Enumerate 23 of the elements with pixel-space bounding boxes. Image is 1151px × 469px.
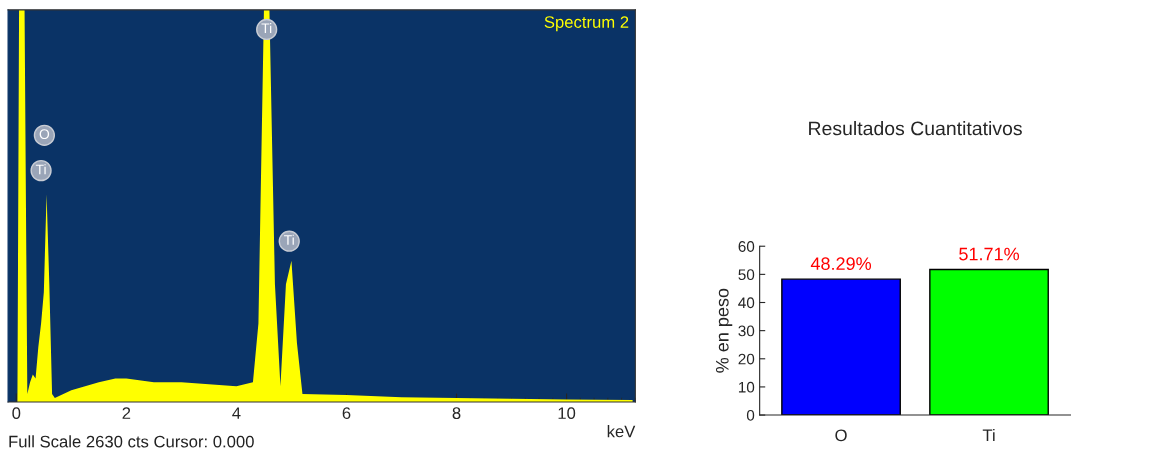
- y-tick-label: 30: [738, 325, 755, 337]
- x-tick-label: 6: [342, 407, 351, 420]
- text: Full Scale 2630 cts Cursor: 0.000: [9, 435, 254, 448]
- x-tick-label: 0: [12, 407, 21, 420]
- data-label: 48.29%: [810, 257, 872, 271]
- annotation: Ti: [261, 22, 272, 34]
- annotation: Ti: [35, 164, 46, 175]
- y-tick-label: 20: [738, 353, 755, 365]
- x-axis-title: keV: [607, 425, 636, 438]
- annotation: Spectrum 2: [544, 16, 629, 32]
- y-tick-label: 60: [738, 241, 755, 252]
- y-tick-label: 40: [738, 297, 755, 309]
- x-tick-label: 10: [558, 407, 576, 420]
- annotation: O: [39, 129, 50, 140]
- data-label: 51.71%: [959, 247, 1020, 261]
- x-tick-label: 8: [452, 407, 461, 420]
- y-tick-label: 10: [738, 381, 755, 393]
- x-tick-label: 2: [122, 407, 131, 419]
- chart-title: Resultados Cuantitativos: [809, 121, 1022, 136]
- y-tick-label: 50: [738, 269, 755, 281]
- y-axis-title: % en peso: [715, 288, 733, 373]
- x-tick-label: 4: [232, 407, 241, 419]
- annotation: Ti: [284, 234, 294, 245]
